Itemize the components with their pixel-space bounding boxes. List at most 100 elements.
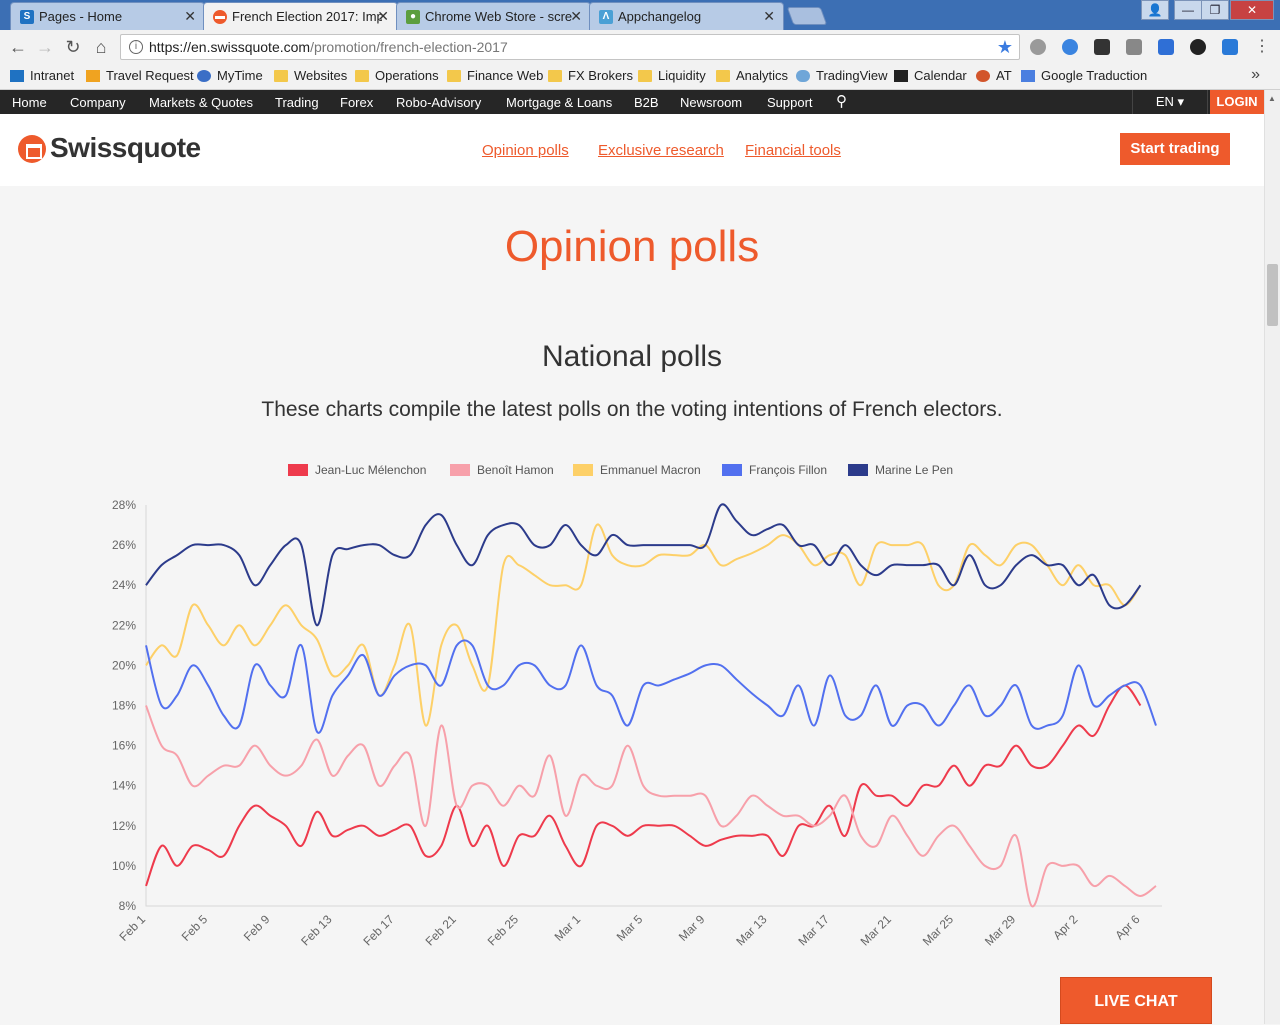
nav-item-company[interactable]: Company: [70, 95, 126, 110]
bookmarks-overflow-icon[interactable]: »: [1251, 66, 1260, 83]
legend-item-melenchon[interactable]: Jean-Luc Mélenchon: [288, 463, 426, 477]
y-tick-label: 16%: [112, 739, 136, 753]
close-window-button[interactable]: ✕: [1230, 0, 1274, 20]
bookmark-item[interactable]: Finance Web: [447, 68, 543, 83]
x-tick-label: Feb 17: [360, 912, 397, 949]
extension-check-icon[interactable]: [1062, 39, 1078, 55]
tab-french-election[interactable]: ▬ French Election 2017: Imp ✕: [203, 2, 398, 30]
tab-chrome-web-store[interactable]: ● Chrome Web Store - scre ✕: [396, 2, 591, 30]
x-tick-label: Mar 25: [920, 912, 957, 949]
bookmark-item[interactable]: Intranet: [10, 68, 74, 83]
url-host: https://en.swissquote.com: [149, 39, 311, 55]
close-tab-icon[interactable]: ✕: [570, 8, 582, 24]
back-icon[interactable]: ←: [9, 37, 27, 57]
bookmark-item[interactable]: Google Traduction: [1021, 68, 1147, 83]
extension-icon[interactable]: [1030, 39, 1046, 55]
close-tab-icon[interactable]: ✕: [184, 8, 196, 24]
start-trading-button[interactable]: Start trading: [1120, 133, 1230, 165]
series-line[interactable]: [145, 503, 1142, 627]
nav-item-forex[interactable]: Forex: [340, 95, 374, 110]
nav-item-mortgage[interactable]: Mortgage & Loans: [506, 95, 613, 110]
nav-item-support[interactable]: Support: [767, 95, 813, 110]
legend-label: Marine Le Pen: [875, 463, 954, 477]
forward-icon[interactable]: →: [36, 37, 54, 57]
scroll-up-icon[interactable]: ▲: [1268, 94, 1276, 103]
legend-label: Emmanuel Macron: [600, 463, 701, 477]
swissquote-logo-icon[interactable]: [18, 135, 46, 163]
extension-circle-icon[interactable]: [1190, 39, 1206, 55]
extension-s-icon[interactable]: [1222, 39, 1238, 55]
x-tick-label: Apr 6: [1112, 912, 1142, 942]
logo-text[interactable]: Swissquote: [50, 132, 201, 163]
national-polls-chart: Jean-Luc Mélenchon Benoît Hamon Emmanuel…: [0, 455, 1264, 965]
login-button[interactable]: LOGIN: [1210, 90, 1264, 114]
tab-pages-home[interactable]: S Pages - Home ✕: [10, 2, 205, 30]
extension-star-icon[interactable]: [1158, 39, 1174, 55]
new-tab-button[interactable]: [786, 7, 828, 25]
bookmark-item[interactable]: FX Brokers: [548, 68, 633, 83]
tab-title: Appchangelog: [618, 9, 702, 24]
extension-grey-icon[interactable]: [1126, 39, 1142, 55]
legend-label: Jean-Luc Mélenchon: [315, 463, 427, 477]
series-line[interactable]: [145, 639, 1157, 734]
link-opinion-polls[interactable]: Opinion polls: [482, 142, 569, 159]
url-path: /promotion/french-election-2017: [310, 39, 508, 55]
nav-item-newsroom[interactable]: Newsroom: [680, 95, 743, 110]
nav-item-robo-advisory[interactable]: Robo-Advisory: [396, 95, 482, 110]
x-tick-label: Apr 2: [1050, 912, 1080, 942]
bookmark-item[interactable]: Calendar: [894, 68, 967, 83]
legend-item-fillon[interactable]: François Fillon: [722, 463, 827, 477]
live-chat-button[interactable]: LIVE CHAT: [1060, 977, 1212, 1024]
scroll-thumb[interactable]: [1267, 264, 1278, 326]
bookmark-item[interactable]: Websites: [274, 68, 347, 83]
bookmark-item[interactable]: Travel Request: [86, 68, 194, 83]
folder-icon: [355, 69, 369, 82]
nav-item-markets[interactable]: Markets & Quotes: [149, 95, 254, 110]
legend-item-le-pen[interactable]: Marine Le Pen: [848, 463, 953, 477]
legend-item-macron[interactable]: Emmanuel Macron: [573, 463, 701, 477]
x-tick-label: Mar 21: [858, 912, 895, 949]
bookmark-label: Travel Request: [106, 68, 194, 83]
bookmark-item[interactable]: MyTime: [197, 68, 263, 83]
language-select[interactable]: EN ▾: [1132, 90, 1208, 114]
section-subtitle: These charts compile the latest polls on…: [261, 398, 1003, 421]
menu-icon[interactable]: ⋮: [1254, 38, 1270, 55]
bookmark-label: MyTime: [217, 68, 263, 83]
x-tick-label: Mar 9: [676, 912, 708, 944]
profile-icon[interactable]: 👤: [1141, 0, 1169, 20]
address-bar[interactable]: i https://en.swissquote.com/promotion/fr…: [120, 34, 1020, 60]
close-tab-icon[interactable]: ✕: [763, 8, 775, 24]
search-icon[interactable]: ⚲: [836, 93, 847, 110]
nav-item-b2b[interactable]: B2B: [634, 95, 659, 110]
restore-button[interactable]: ❐: [1201, 0, 1229, 20]
legend-swatch: [848, 464, 868, 476]
x-tick-label: Mar 13: [733, 912, 770, 949]
x-tick-label: Mar 17: [795, 912, 832, 949]
minimize-button[interactable]: —: [1174, 0, 1202, 20]
close-tab-icon[interactable]: ✕: [377, 8, 389, 24]
home-icon[interactable]: ⌂: [95, 37, 107, 57]
bookmark-label: Finance Web: [467, 68, 544, 83]
info-icon[interactable]: i: [129, 40, 143, 54]
bookmark-star-icon[interactable]: ★: [996, 37, 1013, 57]
bookmark-label: Liquidity: [658, 68, 706, 83]
bookmark-item[interactable]: Analytics: [716, 68, 788, 83]
legend-item-hamon[interactable]: Benoît Hamon: [450, 463, 554, 477]
page-scrollbar[interactable]: ▲: [1264, 90, 1280, 1024]
extension-layers-icon[interactable]: [1094, 39, 1110, 55]
bookmark-item[interactable]: TradingView: [796, 68, 888, 83]
reload-icon[interactable]: ↻: [65, 37, 81, 57]
link-financial-tools[interactable]: Financial tools: [745, 142, 841, 159]
nav-item-home[interactable]: Home: [12, 95, 47, 110]
legend-label: François Fillon: [749, 463, 828, 477]
tab-appchangelog[interactable]: Λ Appchangelog ✕: [589, 2, 784, 30]
browser-tabstrip: S Pages - Home ✕ ▬ French Election 2017:…: [0, 0, 1280, 30]
series-line[interactable]: [145, 684, 1142, 887]
bookmark-item[interactable]: AT: [976, 68, 1012, 83]
series-line[interactable]: [145, 705, 1157, 908]
link-exclusive-research[interactable]: Exclusive research: [598, 142, 724, 159]
bookmark-item[interactable]: Operations: [355, 68, 439, 83]
nav-item-trading[interactable]: Trading: [275, 95, 319, 110]
bookmark-item[interactable]: Liquidity: [638, 68, 706, 83]
series-line[interactable]: [145, 523, 1142, 727]
